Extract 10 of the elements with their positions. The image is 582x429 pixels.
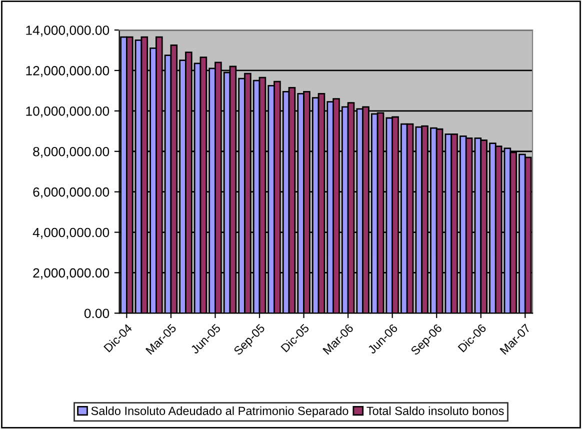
legend-label: Saldo Insoluto Adeudado al Patrimonio Separado [91,406,348,418]
y-tick-label: 8,000,000.00 [33,146,110,158]
y-tick-label: 4,000,000.00 [32,228,110,239]
y-tick-label: 12,000,000.00 [26,66,110,77]
legend-label: Total Saldo insoluto bonos [366,406,504,416]
y-tick-label: 14,000,000.00 [26,26,110,36]
y-tick-label: 10,000,000.00 [26,106,110,118]
y-tick-label: 2,000,000.00 [33,268,110,280]
y-tick-label: 0.00 [84,308,110,318]
y-tick-label: 6,000,000.00 [33,187,110,198]
